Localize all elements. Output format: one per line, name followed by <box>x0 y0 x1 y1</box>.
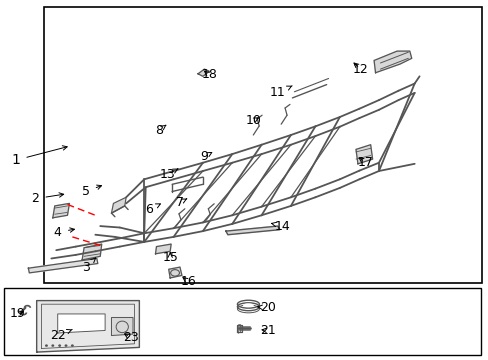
Text: 18: 18 <box>201 68 217 81</box>
Text: 2: 2 <box>31 192 63 205</box>
Polygon shape <box>111 318 133 336</box>
Text: 7: 7 <box>176 196 186 209</box>
Ellipse shape <box>45 344 48 347</box>
Ellipse shape <box>64 344 67 347</box>
Text: 10: 10 <box>245 114 261 127</box>
Text: 20: 20 <box>257 301 275 314</box>
Polygon shape <box>198 69 209 76</box>
Text: 6: 6 <box>145 203 160 216</box>
Text: 5: 5 <box>81 185 102 198</box>
Polygon shape <box>168 267 182 278</box>
Text: 8: 8 <box>155 124 165 137</box>
Ellipse shape <box>71 344 74 347</box>
Polygon shape <box>53 203 69 218</box>
Text: 11: 11 <box>269 86 291 99</box>
Ellipse shape <box>51 344 54 347</box>
Text: 15: 15 <box>162 251 178 264</box>
Polygon shape <box>238 325 240 333</box>
Text: 21: 21 <box>260 324 275 337</box>
Text: 4: 4 <box>54 226 74 239</box>
Text: 12: 12 <box>352 63 368 76</box>
Ellipse shape <box>58 344 61 347</box>
Polygon shape <box>37 301 139 352</box>
Polygon shape <box>225 226 279 235</box>
Text: 16: 16 <box>180 275 196 288</box>
Polygon shape <box>373 51 411 73</box>
Polygon shape <box>58 314 105 333</box>
Polygon shape <box>28 258 98 273</box>
Polygon shape <box>237 325 242 332</box>
Polygon shape <box>82 244 102 260</box>
Polygon shape <box>111 197 126 213</box>
Text: 3: 3 <box>81 258 96 274</box>
Polygon shape <box>355 145 372 164</box>
Ellipse shape <box>243 303 253 307</box>
Text: 22: 22 <box>50 329 72 342</box>
Text: 1: 1 <box>11 146 67 167</box>
Text: 14: 14 <box>271 220 290 233</box>
Text: 23: 23 <box>123 331 139 344</box>
Text: 19: 19 <box>9 307 25 320</box>
Text: 17: 17 <box>357 156 373 169</box>
Bar <box>4 288 480 355</box>
Polygon shape <box>155 244 171 254</box>
Text: 9: 9 <box>200 150 211 163</box>
Text: 13: 13 <box>159 168 178 181</box>
Bar <box>44 7 481 283</box>
